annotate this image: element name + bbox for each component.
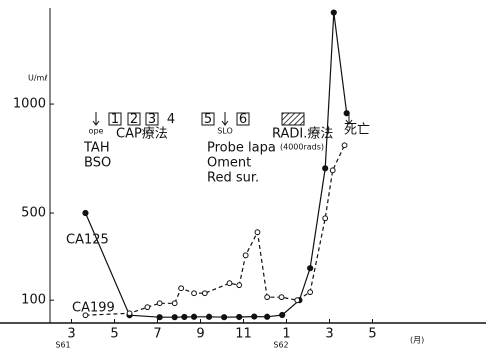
annotation: 3 — [148, 112, 156, 127]
era-label: S61 — [55, 341, 70, 350]
arrow — [92, 112, 100, 126]
data-point — [236, 282, 243, 289]
data-point — [82, 312, 89, 319]
arrow — [221, 112, 229, 126]
data-point — [226, 280, 233, 287]
era-label: S62 — [273, 341, 288, 350]
box — [236, 112, 250, 126]
annotation: (4000rads) — [280, 143, 324, 152]
annotation: 4 — [167, 112, 175, 127]
annotation: BSO — [84, 156, 111, 171]
data-point — [329, 167, 336, 174]
data-point — [330, 9, 337, 16]
box — [108, 112, 122, 126]
annotation: 1 — [111, 112, 119, 127]
data-point — [191, 290, 197, 297]
data-point — [205, 313, 213, 320]
y-tick-label: 1000 — [13, 97, 46, 112]
box — [145, 112, 159, 126]
data-point — [126, 310, 133, 317]
hatched-box — [281, 112, 305, 126]
data-point — [190, 313, 198, 320]
data-point — [264, 294, 271, 301]
annotation: 6 — [239, 112, 247, 127]
annotation: CAP療法 — [116, 127, 168, 142]
annotation: SLO — [217, 127, 233, 136]
data-point — [201, 290, 208, 297]
data-point — [294, 297, 301, 304]
arrow — [345, 114, 353, 125]
annotation: Probe lapa — [207, 141, 276, 156]
annotation: RADI.療法 — [272, 127, 333, 142]
series-label: CA125 — [66, 233, 109, 248]
data-point — [343, 110, 350, 117]
data-point — [144, 304, 151, 311]
data-point — [82, 209, 89, 217]
annotation: ope — [89, 127, 104, 136]
data-point — [156, 314, 163, 321]
annotation: 死亡 — [344, 123, 370, 138]
data-point — [171, 314, 178, 321]
x-tick-label: 5 — [110, 327, 118, 342]
x-tick-label: 9 — [196, 327, 204, 342]
annotation: Red sur. — [207, 171, 259, 186]
data-point — [322, 215, 329, 222]
data-point — [181, 313, 188, 321]
y-tick-label: 100 — [21, 293, 46, 308]
box — [201, 112, 215, 126]
annotation: 2 — [130, 112, 138, 127]
data-point — [236, 313, 243, 321]
data-point — [307, 265, 314, 272]
data-point — [254, 229, 261, 236]
x-tick-label: 1 — [282, 327, 290, 342]
data-point — [341, 142, 348, 149]
data-point — [242, 252, 249, 259]
x-tick-label: 11 — [235, 327, 252, 342]
data-point — [307, 289, 314, 296]
series-label: CA199 — [72, 301, 115, 316]
data-point — [156, 300, 163, 307]
annotation: TAH — [83, 141, 110, 156]
y-tick-label: 500 — [21, 206, 46, 221]
data-point — [279, 311, 286, 319]
data-point — [221, 314, 228, 321]
data-point — [278, 294, 285, 301]
x-tick-label: 3 — [67, 327, 75, 342]
data-point — [264, 313, 271, 320]
annotation: 5 — [204, 112, 212, 127]
x-tick-label: 7 — [153, 327, 161, 342]
x-tick-label: 3 — [325, 327, 333, 342]
x-unit: (月) — [410, 336, 424, 345]
data-point — [178, 285, 185, 292]
data-point — [322, 165, 329, 172]
y-axis-label: U/mℓ — [28, 74, 48, 83]
annotation: Oment — [207, 156, 251, 171]
data-point — [251, 313, 258, 320]
data-point — [171, 300, 178, 307]
x-tick-label: 5 — [368, 327, 376, 342]
box — [127, 112, 141, 126]
